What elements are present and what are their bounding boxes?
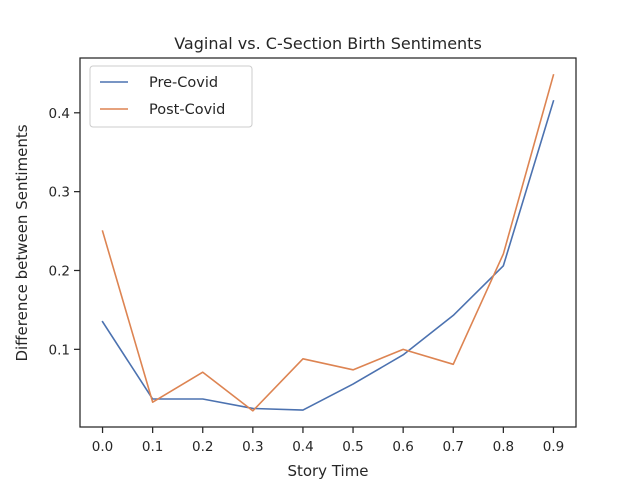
chart-title: Vaginal vs. C-Section Birth Sentiments xyxy=(174,34,482,53)
y-axis-label: Difference between Sentiments xyxy=(13,124,31,361)
x-tick-label: 0.2 xyxy=(192,439,213,455)
y-tick-label: 0.2 xyxy=(49,263,70,279)
x-tick-label: 0.7 xyxy=(443,439,464,455)
x-tick-label: 0.1 xyxy=(142,439,163,455)
y-axis-ticks: 0.1 0.2 0.3 0.4 xyxy=(49,106,80,358)
x-tick-label: 0.4 xyxy=(292,439,313,455)
series-line-pre-covid xyxy=(101,99,555,411)
plot-frame xyxy=(79,57,577,428)
legend: Pre-Covid Post-Covid xyxy=(89,65,253,128)
y-tick-label: 0.3 xyxy=(49,185,70,201)
x-tick-label: 0.3 xyxy=(242,439,263,455)
x-tick-label: 0.6 xyxy=(392,439,413,455)
legend-box xyxy=(89,65,253,128)
x-tick-label: 0.0 xyxy=(92,439,113,455)
x-tick-label: 0.9 xyxy=(543,439,564,455)
plot-lines xyxy=(101,73,555,412)
y-tick-label: 0.4 xyxy=(49,106,70,122)
series-line-post-covid xyxy=(101,73,555,412)
x-axis-ticks: 0.0 0.1 0.2 0.3 0.4 0.5 0.6 0.7 0.8 0.9 xyxy=(92,427,564,455)
y-tick-label: 0.1 xyxy=(49,342,70,358)
legend-label-pre-covid: Pre-Covid xyxy=(149,75,218,91)
x-tick-label: 0.5 xyxy=(342,439,363,455)
x-axis-label: Story Time xyxy=(287,462,368,480)
legend-label-post-covid: Post-Covid xyxy=(149,102,225,118)
x-tick-label: 0.8 xyxy=(493,439,514,455)
